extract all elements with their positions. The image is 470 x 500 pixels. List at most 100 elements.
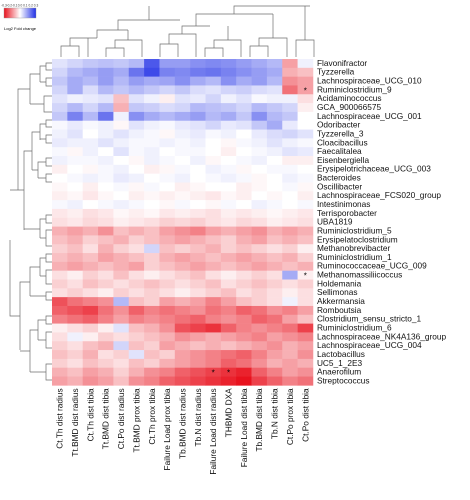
heatmap-cell bbox=[190, 297, 206, 307]
heatmap-cell bbox=[205, 103, 222, 113]
heatmap-cell bbox=[282, 367, 298, 377]
heatmap-cell bbox=[159, 129, 176, 139]
heatmap-cell bbox=[282, 253, 298, 263]
heatmap-cell bbox=[174, 350, 191, 360]
heatmap-cell bbox=[205, 147, 222, 157]
heatmap-cell bbox=[174, 226, 191, 236]
heatmap-cell bbox=[297, 270, 314, 280]
row-label: Akkermansia bbox=[317, 296, 365, 306]
heatmap-cell bbox=[159, 314, 176, 324]
heatmap-cell bbox=[266, 67, 283, 77]
heatmap-cell bbox=[82, 367, 99, 377]
heatmap-cell bbox=[205, 297, 222, 307]
heatmap-cell bbox=[190, 208, 206, 219]
row-label: Romboutsia bbox=[317, 305, 362, 315]
heatmap-cell bbox=[159, 191, 176, 201]
heatmap-cell bbox=[174, 208, 191, 219]
heatmap-cell bbox=[282, 288, 298, 298]
heatmap-cell bbox=[205, 94, 222, 104]
heatmap-cell bbox=[144, 120, 160, 130]
heatmap-cell bbox=[220, 217, 237, 227]
heatmap-cell bbox=[52, 129, 68, 139]
row-label: Flavonifractor bbox=[317, 58, 367, 68]
row-label: UC5_1_2E3 bbox=[317, 358, 363, 368]
heatmap-cell bbox=[174, 358, 191, 368]
heatmap-cell bbox=[98, 138, 114, 148]
heatmap-cell bbox=[52, 279, 68, 289]
significance-mark: * bbox=[304, 86, 307, 95]
heatmap-cell bbox=[113, 297, 130, 307]
heatmap-cell bbox=[266, 182, 283, 192]
heatmap-cell bbox=[67, 173, 83, 183]
heatmap-cell bbox=[205, 244, 222, 254]
heatmap-cell bbox=[67, 217, 83, 227]
heatmap-cell bbox=[98, 120, 114, 130]
heatmap-cell bbox=[174, 261, 191, 271]
heatmap-cell bbox=[297, 261, 314, 271]
row-label: Ruminiclostridium_6 bbox=[317, 322, 392, 332]
heatmap-cell bbox=[113, 76, 130, 86]
column-label: Tt.BMD dist tibia bbox=[101, 388, 111, 449]
heatmap-cell bbox=[266, 226, 283, 236]
heatmap-cell bbox=[128, 305, 145, 316]
heatmap-cell bbox=[190, 358, 206, 368]
heatmap-cell bbox=[282, 120, 298, 130]
heatmap-cell bbox=[282, 200, 298, 210]
heatmap-cell bbox=[128, 376, 145, 386]
heatmap-cell bbox=[82, 147, 99, 157]
heatmap-cell bbox=[282, 191, 298, 201]
heatmap-cell bbox=[98, 182, 114, 192]
heatmap-cell bbox=[52, 182, 68, 192]
heatmap-cell bbox=[113, 235, 130, 245]
heatmap-cell bbox=[282, 208, 298, 219]
heatmap-cell bbox=[159, 367, 176, 377]
heatmap-cell bbox=[220, 67, 237, 77]
heatmap-cell bbox=[113, 120, 130, 130]
heatmap-cell bbox=[205, 305, 222, 316]
heatmap-cell bbox=[113, 261, 130, 271]
heatmap-cell bbox=[98, 253, 114, 263]
column-label: Ct.Th prox tibia bbox=[147, 388, 157, 445]
heatmap-cell bbox=[82, 94, 99, 104]
heatmap-cell bbox=[297, 323, 314, 333]
heatmap-cell bbox=[128, 217, 145, 227]
heatmap-cell bbox=[52, 332, 68, 342]
heatmap-cell bbox=[236, 367, 252, 377]
heatmap-cell bbox=[236, 200, 252, 210]
heatmap-cell bbox=[205, 235, 222, 245]
heatmap-cell bbox=[98, 200, 114, 210]
heatmap-cell bbox=[236, 376, 252, 386]
heatmap-cell bbox=[266, 323, 283, 333]
heatmap-cell bbox=[82, 120, 99, 130]
heatmap-cell bbox=[128, 138, 145, 148]
heatmap-cell bbox=[113, 164, 130, 174]
heatmap-cell bbox=[67, 164, 83, 174]
heatmap-cell bbox=[205, 59, 222, 69]
heatmap-cell bbox=[52, 314, 68, 324]
heatmap-cell bbox=[67, 244, 83, 254]
row-label: Streptococcus bbox=[317, 375, 370, 385]
heatmap-cell bbox=[251, 217, 268, 227]
heatmap-cell bbox=[297, 200, 314, 210]
heatmap-cell bbox=[297, 332, 314, 342]
column-label: Tb.N dist tibia bbox=[270, 388, 280, 439]
heatmap-cell bbox=[251, 182, 268, 192]
heatmap-cell bbox=[220, 314, 237, 324]
heatmap-cell bbox=[282, 94, 298, 104]
heatmap-cell bbox=[67, 147, 83, 157]
row-label: UBA1819 bbox=[317, 217, 353, 227]
heatmap-cell bbox=[266, 59, 283, 69]
heatmap-cell bbox=[159, 208, 176, 219]
heatmap-cell bbox=[144, 279, 160, 289]
heatmap-cell bbox=[67, 59, 83, 69]
heatmap-cell bbox=[236, 235, 252, 245]
heatmap-cell bbox=[297, 367, 314, 377]
heatmap-cell bbox=[98, 244, 114, 254]
heatmap-cell bbox=[282, 350, 298, 360]
heatmap-cell bbox=[251, 59, 268, 69]
heatmap-cell bbox=[282, 332, 298, 342]
heatmap-cell bbox=[98, 226, 114, 236]
heatmap-cell bbox=[266, 156, 283, 166]
heatmap-cell bbox=[266, 367, 283, 377]
heatmap-cell bbox=[128, 76, 145, 86]
